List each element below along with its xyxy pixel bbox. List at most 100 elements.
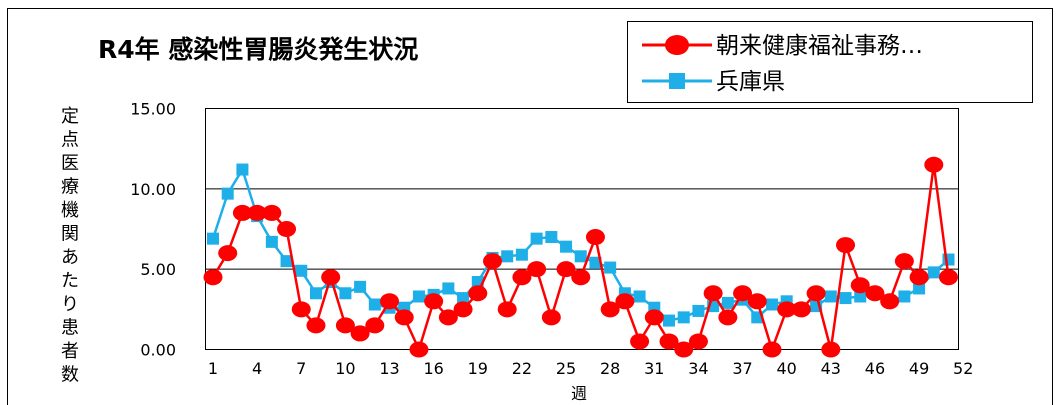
data-point — [321, 269, 341, 286]
data-point — [527, 261, 547, 278]
x-tick-label: 52 — [953, 359, 973, 378]
x-tick-label: 13 — [379, 359, 399, 378]
data-point — [468, 285, 488, 302]
data-point — [409, 341, 429, 358]
data-point — [354, 280, 367, 293]
data-point — [541, 309, 561, 326]
data-point — [806, 285, 826, 302]
legend-marker — [665, 35, 689, 55]
x-tick-label: 31 — [644, 359, 664, 378]
data-point — [865, 285, 885, 302]
data-point — [927, 266, 940, 279]
data-point — [850, 277, 870, 294]
data-point — [674, 341, 694, 358]
data-point — [482, 253, 502, 270]
data-point — [677, 311, 690, 324]
x-tick-label: 19 — [468, 359, 488, 378]
legend-label: 兵庫県 — [716, 69, 785, 95]
data-point — [659, 333, 679, 350]
x-tick-label: 28 — [600, 359, 620, 378]
data-point — [247, 204, 267, 221]
data-point — [939, 269, 958, 286]
data-point — [556, 261, 576, 278]
y-tick-label: 10.00 — [130, 180, 176, 199]
data-point — [545, 231, 558, 244]
data-point — [295, 264, 308, 277]
data-point — [589, 256, 602, 269]
data-point — [265, 235, 278, 248]
data-point — [501, 250, 514, 263]
data-point — [309, 287, 322, 300]
data-point — [515, 248, 528, 261]
x-tick-label: 46 — [865, 359, 885, 378]
data-point — [924, 156, 944, 173]
data-point — [291, 301, 311, 318]
data-point — [530, 232, 543, 245]
data-point — [765, 298, 778, 311]
data-point — [574, 250, 587, 263]
series-asago — [203, 156, 958, 358]
data-point — [571, 269, 591, 286]
data-point — [791, 301, 811, 318]
x-tick-label: 10 — [335, 359, 355, 378]
data-point — [824, 290, 837, 303]
y-tick-label: 15.00 — [130, 100, 176, 119]
data-point — [604, 261, 617, 274]
x-tick-label: 25 — [556, 359, 576, 378]
data-point — [277, 221, 297, 237]
x-tick-label: 40 — [777, 359, 797, 378]
data-point — [350, 325, 370, 342]
data-point — [203, 269, 223, 286]
data-point — [821, 341, 841, 358]
legend-entry: 朝来健康福祉事務… — [642, 33, 923, 59]
data-point — [512, 269, 532, 286]
data-point — [232, 204, 252, 221]
plot-area — [205, 108, 959, 350]
data-point — [412, 290, 425, 303]
data-point — [262, 204, 282, 221]
legend-label: 朝来健康福祉事務… — [716, 33, 923, 59]
data-point — [777, 301, 797, 318]
x-tick-label: 7 — [296, 359, 306, 378]
x-tick-label: 37 — [732, 359, 752, 378]
x-tick-label: 16 — [423, 359, 443, 378]
data-point — [280, 255, 293, 268]
data-point — [663, 314, 676, 327]
data-point — [942, 253, 955, 266]
data-point — [644, 309, 664, 326]
data-point — [424, 293, 444, 310]
data-point — [335, 317, 355, 334]
data-point — [339, 287, 352, 300]
x-tick-label: 22 — [512, 359, 532, 378]
chart-title: R4年 感染性胃腸炎発生状況 — [98, 35, 418, 64]
data-point — [909, 269, 929, 286]
data-point — [615, 293, 635, 310]
x-axis-label: 週 — [571, 384, 587, 403]
y-tick-label: 0.00 — [140, 341, 176, 360]
data-point — [497, 301, 517, 318]
legend: 朝来健康福祉事務… 兵庫県 — [627, 21, 1033, 103]
data-point — [394, 309, 414, 326]
data-point — [306, 317, 326, 334]
y-tick-label: 5.00 — [140, 260, 176, 279]
data-point — [457, 292, 470, 305]
data-point — [560, 240, 573, 253]
data-point — [630, 333, 650, 350]
data-point — [836, 237, 856, 254]
data-point — [453, 301, 473, 318]
data-point — [688, 333, 708, 350]
data-point — [600, 301, 620, 318]
legend-box — [627, 21, 1033, 103]
x-tick-label: 43 — [821, 359, 841, 378]
x-tick-label: 49 — [909, 359, 929, 378]
x-tick-label: 34 — [688, 359, 708, 378]
data-point — [207, 232, 219, 245]
legend-marker — [669, 73, 685, 89]
x-tick-label: 1 — [208, 359, 218, 378]
x-tick-label: 4 — [252, 359, 262, 378]
data-point — [236, 163, 249, 176]
legend-entry: 兵庫県 — [642, 69, 785, 95]
data-point — [633, 290, 646, 303]
data-point — [747, 293, 767, 310]
